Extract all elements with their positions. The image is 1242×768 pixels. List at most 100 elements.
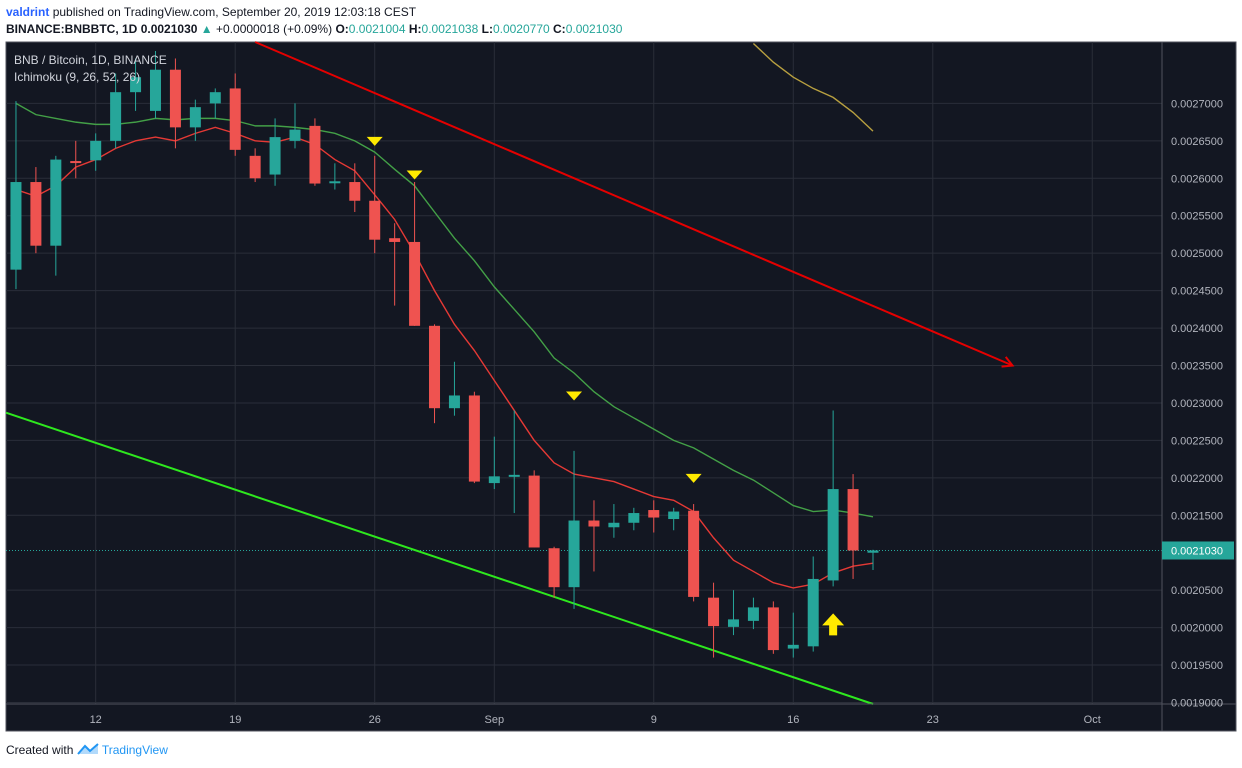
price-chart[interactable]: 0.0027000 0.0026500 0.0026000 0.0025500 0.00… — [0, 40, 1242, 732]
candle-body — [189, 107, 201, 128]
time-tick-label: Sep — [485, 714, 505, 726]
author-name[interactable]: valdrint — [6, 5, 50, 19]
candle-body — [648, 510, 660, 518]
base-line — [15, 102, 874, 518]
candle-body — [289, 129, 301, 141]
candles — [10, 50, 879, 658]
candle-body — [807, 578, 819, 647]
time-tick-label: 26 — [369, 714, 381, 726]
price-tick-label: 0.0021500 — [1171, 510, 1223, 522]
candle-body — [688, 510, 700, 597]
high-label: H: — [408, 22, 422, 36]
time-tick-label: Oct — [1084, 714, 1101, 726]
price-tick-label: 0.0019000 — [1171, 698, 1223, 710]
time-axis[interactable]: 12 19 26 Sep 9 16 23 Oct — [90, 714, 1101, 726]
price-tick-label: 0.0020000 — [1171, 623, 1223, 635]
time-tick-label: 19 — [229, 714, 241, 726]
candle-body — [50, 159, 62, 246]
candle-body — [30, 182, 42, 246]
last-price: 0.0021030 — [140, 22, 198, 36]
price-tick-label: 0.0025000 — [1171, 248, 1223, 260]
resistance-trendline — [254, 41, 1013, 367]
candle-body — [409, 241, 421, 326]
price-tick-label: 0.0019500 — [1171, 660, 1223, 672]
ticker-line: BINANCE:BNBBTC, 1D 0.0021030 ▲ +0.000001… — [6, 22, 622, 36]
candle-body — [488, 476, 500, 484]
candle-body — [847, 489, 859, 551]
open-label: O: — [335, 22, 349, 36]
price-axis[interactable]: 0.0027000 0.0026500 0.0026000 0.0025500 0.00… — [1162, 98, 1234, 710]
price-tick-label: 0.0023000 — [1171, 398, 1223, 410]
candle-body — [827, 489, 839, 581]
price-tick-label: 0.0020500 — [1171, 585, 1223, 597]
chart-background — [5, 41, 1237, 732]
candle-body — [727, 619, 739, 627]
candle-body — [568, 520, 580, 588]
candle-body — [628, 513, 640, 523]
candle-body — [468, 395, 480, 482]
candle-body — [110, 92, 122, 141]
price-tick-label: 0.0024000 — [1171, 323, 1223, 335]
down-triangle-marker-icon — [685, 473, 702, 483]
candle-body — [548, 548, 560, 588]
candle-body — [130, 77, 142, 93]
high-value: 0.0021038 — [421, 22, 479, 36]
candle-body — [448, 395, 460, 409]
close-label: C: — [553, 22, 566, 36]
candle-body — [329, 181, 341, 184]
resistance-arrowhead — [1001, 356, 1015, 368]
price-tick-label: 0.0027000 — [1171, 98, 1223, 110]
candle-body — [369, 200, 381, 240]
ticker-symbol: BINANCE:BNBBTC, 1D — [6, 22, 138, 36]
candle-body — [608, 522, 620, 528]
candle-body — [309, 125, 321, 184]
candle-body — [508, 474, 520, 477]
annotations — [366, 136, 845, 636]
price-tick-label: 0.0022000 — [1171, 473, 1223, 485]
support-trendline — [5, 411, 874, 705]
candle-body — [70, 161, 82, 164]
current-price-label: 0.0021030 — [1171, 545, 1223, 557]
open-value: 0.0021004 — [348, 22, 406, 36]
time-tick-label: 16 — [787, 714, 799, 726]
low-value: 0.0020770 — [492, 22, 550, 36]
down-triangle-marker-icon — [366, 136, 383, 146]
candle-body — [787, 644, 799, 649]
publish-info: valdrint published on TradingView.com, S… — [6, 5, 416, 19]
price-tick-label: 0.0026000 — [1171, 173, 1223, 185]
candle-body — [867, 550, 879, 553]
candle-body — [249, 155, 261, 179]
current-price-tag — [1162, 541, 1234, 560]
indicator-label: Ichimoku (9, 26, 52, 26) — [14, 70, 140, 84]
time-tick-label: 12 — [90, 714, 102, 726]
candle-body — [389, 238, 401, 242]
candle-body — [708, 597, 720, 627]
publish-text: published on TradingView.com, September … — [52, 5, 417, 19]
candle-body — [747, 607, 759, 621]
price-tick-label: 0.0023500 — [1171, 361, 1223, 373]
candle-body — [10, 182, 22, 270]
time-tick-label: 23 — [927, 714, 939, 726]
candle-body — [149, 69, 161, 111]
price-tick-label: 0.0024500 — [1171, 286, 1223, 298]
tradingview-brand[interactable]: TradingView — [101, 743, 168, 757]
time-tick-label: 9 — [651, 714, 657, 726]
tradingview-logo-icon[interactable] — [76, 743, 102, 757]
candle-body — [209, 92, 221, 104]
lagging-span-line — [752, 42, 874, 132]
candle-body — [269, 137, 281, 175]
footer: Created with TradingView — [6, 743, 168, 757]
candle-body — [349, 182, 361, 201]
candle-body — [668, 511, 680, 520]
indicator-lines — [5, 41, 1015, 705]
conversion-line — [15, 126, 874, 589]
candle-body — [767, 607, 779, 651]
up-arrow-marker-icon — [822, 613, 845, 636]
low-label: L: — [481, 22, 493, 36]
candle-body — [90, 140, 102, 161]
price-change: +0.0000018 (+0.09%) — [216, 22, 333, 36]
price-tick-label: 0.0022500 — [1171, 435, 1223, 447]
down-triangle-marker-icon — [566, 391, 583, 401]
chart-title: BNB / Bitcoin, 1D, BINANCE — [14, 53, 167, 67]
candle-body — [229, 88, 241, 150]
